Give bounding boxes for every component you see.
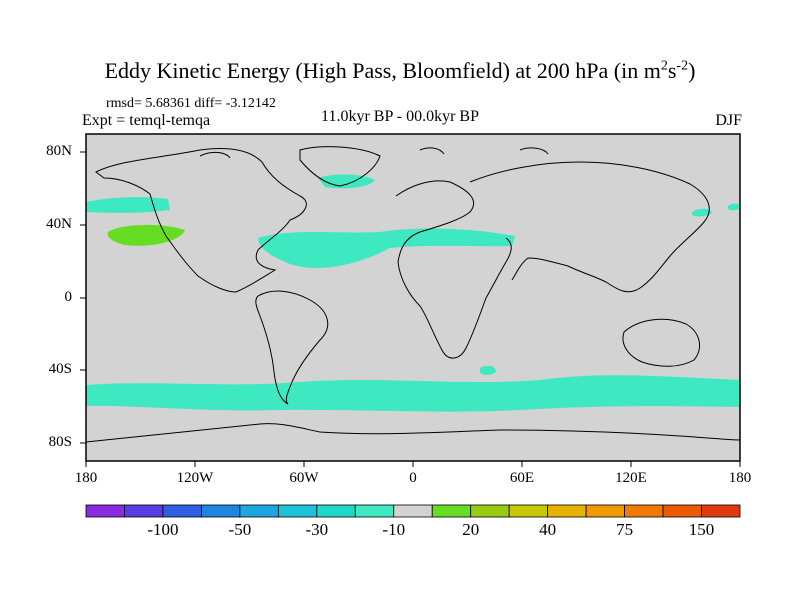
- colorbar-swatch: [277, 504, 318, 518]
- colorbar-swatch: [239, 504, 279, 518]
- colorbar-label: -100: [147, 520, 179, 539]
- experiment-label: Expt = temql-temqa: [82, 112, 211, 129]
- page-title: Eddy Kinetic Energy (High Pass, Bloomfie…: [104, 58, 696, 83]
- antarctica-coast: [86, 423, 740, 443]
- north-america-coast: [95, 148, 307, 293]
- colorbar-swatch: [624, 504, 664, 518]
- colorbar-label: 20: [462, 520, 480, 539]
- southern-ocean-band: [86, 375, 740, 412]
- south-indian-patch: [480, 365, 496, 375]
- lat-tick-label: 40N: [46, 216, 72, 232]
- lat-tick-label: 40S: [48, 361, 72, 377]
- colorbar-label: -10: [382, 520, 406, 539]
- colorbar-swatch: [393, 504, 433, 518]
- lon-tick-label: 180: [728, 470, 752, 486]
- north-atlantic-jet: [258, 228, 515, 269]
- colorbar-swatch: [662, 504, 702, 518]
- far-east-patch: [728, 203, 740, 211]
- colorbar-swatch: [316, 504, 356, 518]
- season-label: DJF: [715, 112, 742, 129]
- colorbar-swatch: [85, 504, 125, 518]
- lat-tick-label: 0: [64, 289, 73, 305]
- colorbar-swatch: [201, 504, 241, 518]
- greenland-coast: [299, 146, 381, 187]
- south-america-coast: [255, 290, 329, 405]
- colorbar-swatch: [470, 504, 510, 518]
- lon-tick-label: 60E: [509, 470, 535, 486]
- colorbar-label: 150: [688, 520, 715, 539]
- europe-africa-coast: [395, 180, 512, 359]
- lat-tick-label: 80N: [46, 143, 72, 159]
- colorbar-swatch: [585, 504, 625, 518]
- japan-patch: [692, 208, 712, 217]
- colorbar-swatch: [162, 504, 202, 518]
- tick-marks: [80, 151, 741, 467]
- anomaly-regions: [86, 174, 740, 412]
- australia-coast: [622, 318, 701, 367]
- north-pacific-east-positive: [107, 224, 185, 246]
- lon-tick-label: 120W: [176, 470, 214, 486]
- colorbar-label: -50: [228, 520, 252, 539]
- colorbar-swatch: [508, 504, 549, 518]
- period-label: 11.0kyr BP - 00.0kyr BP: [321, 108, 479, 125]
- lon-tick-label: 120E: [615, 470, 647, 486]
- colorbar-swatch: [431, 504, 472, 518]
- colorbar-label: 75: [616, 520, 634, 539]
- colorbar-swatch: [354, 504, 395, 518]
- coastlines: [86, 146, 740, 443]
- lon-tick-label: 60W: [289, 470, 319, 486]
- colorbar-swatch: [547, 504, 587, 518]
- lon-tick-label: 0: [409, 470, 417, 486]
- rmsd-diff-label: rmsd= 5.68361 diff= -3.12142: [106, 96, 276, 111]
- asia-coast: [469, 161, 710, 293]
- lat-tick-label: 80S: [48, 434, 72, 450]
- colorbar-label: 40: [539, 520, 557, 539]
- colorbar-swatch: [124, 504, 164, 518]
- arctic-islands: [199, 147, 549, 159]
- lon-tick-label: 180: [74, 470, 98, 486]
- colorbar-label: -30: [305, 520, 329, 539]
- colorbar-swatch: [701, 504, 741, 518]
- north-pacific-west: [86, 197, 170, 213]
